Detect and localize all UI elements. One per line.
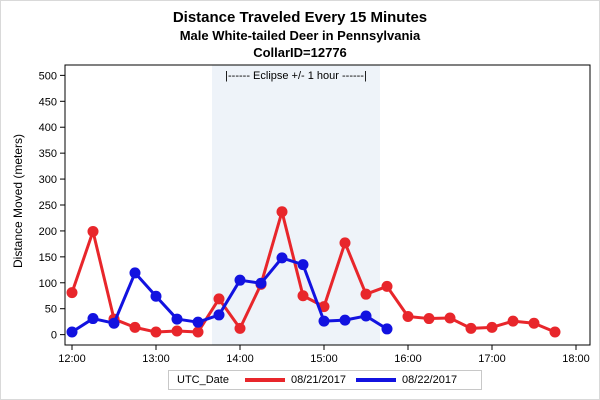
data-point-series-1 [213, 293, 225, 305]
y-tick-label: 350 [39, 148, 57, 160]
data-point-series-2 [234, 274, 246, 286]
data-point-series-2 [87, 313, 99, 325]
data-point-series-1 [444, 312, 456, 324]
data-point-series-1 [192, 326, 204, 338]
data-point-series-1 [381, 280, 393, 292]
series-line-2 [71, 256, 388, 334]
data-point-series-2 [297, 259, 309, 271]
data-point-series-2 [318, 315, 330, 327]
legend-item-series-1: 08/21/2017 [244, 374, 347, 386]
data-point-series-2 [150, 290, 162, 302]
chart-subtitle-2: CollarID=12776 [253, 45, 347, 60]
x-tick-label: 16:00 [394, 353, 422, 365]
data-point-series-2 [213, 309, 225, 321]
legend: UTC_Date 08/21/2017 08/22/2017 [168, 370, 482, 390]
y-tick-label: 450 [39, 96, 57, 108]
data-point-series-1 [297, 290, 309, 302]
x-tick-label: 17:00 [478, 353, 506, 365]
y-tick-label: 400 [39, 122, 57, 134]
y-tick-label: 300 [39, 174, 57, 186]
data-point-series-1 [507, 315, 519, 327]
data-point-series-1 [423, 313, 435, 325]
data-point-series-1 [528, 317, 540, 329]
data-point-series-1 [360, 288, 372, 300]
y-tick-label: 250 [39, 200, 57, 212]
data-point-series-1 [87, 225, 99, 237]
data-point-series-1 [66, 287, 78, 299]
legend-title: UTC_Date [177, 374, 229, 386]
data-point-series-1 [339, 237, 351, 249]
data-point-series-2 [339, 314, 351, 326]
data-point-series-2 [66, 326, 78, 338]
data-point-series-2 [171, 313, 183, 325]
data-point-series-1 [276, 206, 288, 218]
data-point-series-2 [255, 277, 267, 289]
y-tick-label: 100 [39, 278, 57, 290]
data-point-series-1 [150, 326, 162, 338]
chart-subtitle: Male White-tailed Deer in Pennsylvania [179, 28, 421, 43]
chart-titles: Distance Traveled Every 15 Minutes Male … [0, 8, 600, 61]
legend-item-series-2: 08/22/2017 [356, 374, 457, 386]
data-point-series-1 [402, 310, 414, 322]
y-tick-label: 200 [39, 226, 57, 238]
legend-label-series-1: 08/21/2017 [290, 374, 347, 386]
data-point-series-2 [192, 316, 204, 328]
x-tick-label: 14:00 [226, 353, 254, 365]
x-tick-label: 12:00 [58, 353, 86, 365]
data-point-series-2 [381, 323, 393, 335]
data-point-series-2 [276, 252, 288, 264]
legend-label-series-2: 08/22/2017 [402, 374, 458, 386]
data-point-series-1 [129, 321, 141, 333]
eclipse-band-label: |------ Eclipse +/- 1 hour ------| [225, 70, 367, 82]
x-tick-label: 18:00 [562, 353, 590, 365]
data-point-series-1 [171, 325, 183, 337]
eclipse-band [212, 65, 380, 345]
x-tick-label: 15:00 [310, 353, 338, 365]
y-tick-label: 50 [45, 304, 57, 316]
y-tick-label: 0 [51, 330, 57, 342]
data-point-series-1 [465, 322, 477, 334]
data-point-series-1 [549, 326, 561, 338]
data-point-series-2 [129, 267, 141, 279]
legend-swatch-series-2 [356, 378, 397, 382]
data-point-series-1 [234, 322, 246, 334]
y-axis-title: Distance Moved (meters) [11, 134, 25, 268]
data-point-series-1 [318, 301, 330, 313]
data-point-series-2 [360, 310, 372, 322]
data-point-series-1 [486, 321, 498, 333]
chart-title: Distance Traveled Every 15 Minutes [172, 9, 428, 26]
data-point-series-2 [108, 317, 120, 329]
x-tick-label: 13:00 [142, 353, 170, 365]
y-tick-label: 150 [39, 252, 57, 264]
y-tick-label: 500 [39, 70, 57, 82]
legend-swatch-series-1 [244, 378, 285, 382]
